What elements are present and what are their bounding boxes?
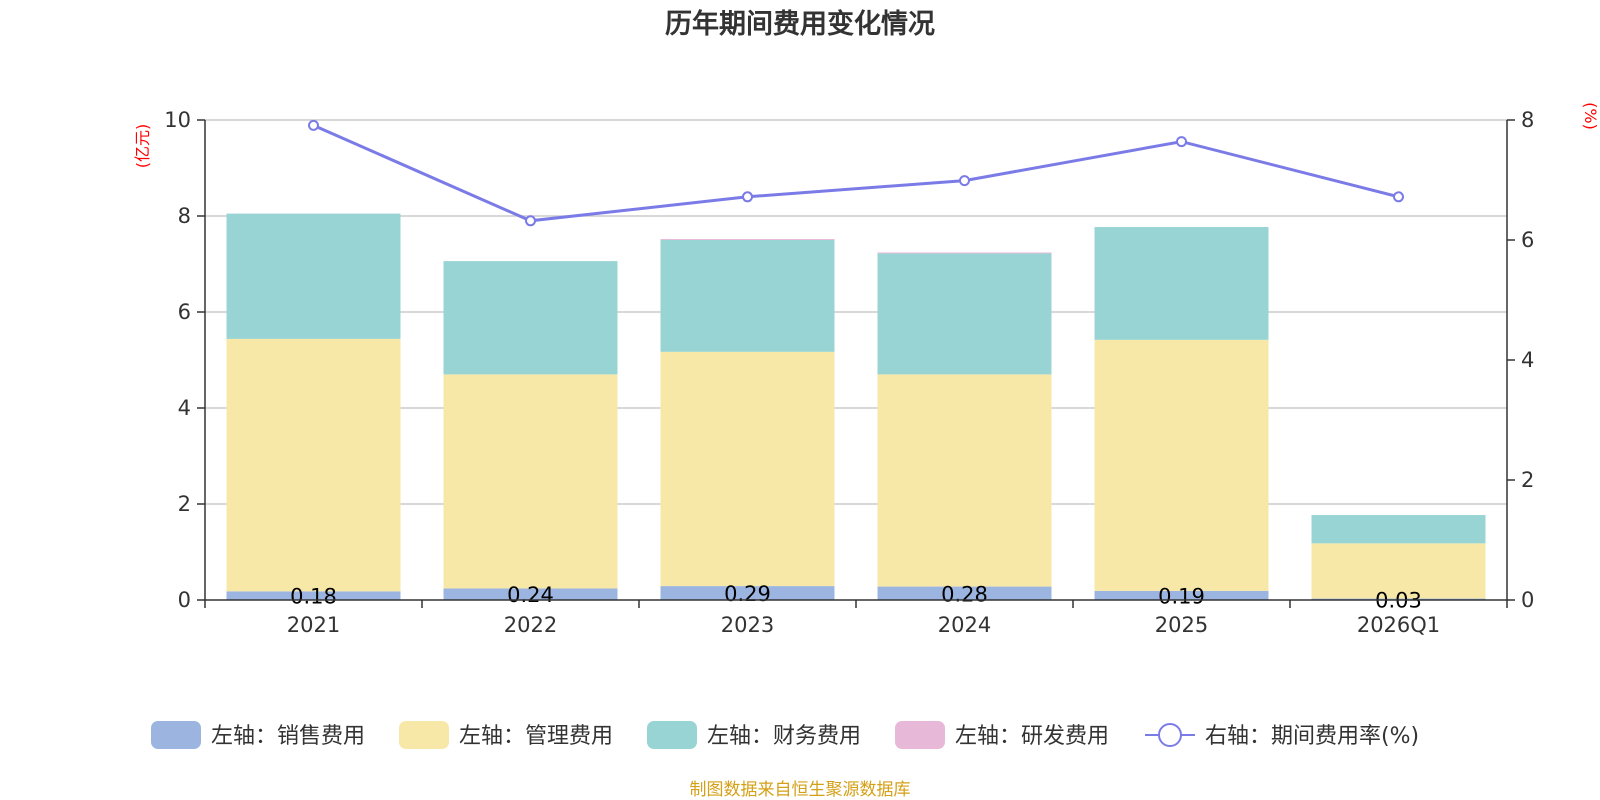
axes: 0 2 4 6 8 10 0 2 4 6 8 2021 2022 2023 2024 2025 2026Q1 [164, 108, 1534, 637]
line-layer [308, 119, 1404, 227]
left-tick-label: 10 [164, 108, 191, 132]
right-tick-label: 0 [1521, 588, 1534, 612]
legend: 左轴：销售费用 左轴：管理费用 左轴：财务费用 左轴：研发费用 右轴：期间费用率(%) [151, 721, 1419, 749]
bar-segment [660, 240, 835, 352]
x-tick-label: 2022 [504, 613, 557, 637]
legend-swatch [399, 721, 449, 749]
bar-segment [877, 252, 1052, 254]
legend-label: 左轴：财务费用 [707, 724, 861, 749]
legend-label: 左轴：研发费用 [955, 724, 1109, 749]
bar-segment [443, 588, 618, 600]
bar-segment [877, 253, 1052, 375]
bar-segment [877, 374, 1052, 587]
left-tick-label: 2 [178, 492, 191, 516]
bar-segment [226, 213, 401, 339]
expense-rate-point [525, 215, 536, 227]
bar-segment [443, 261, 618, 375]
right-tick-label: 2 [1521, 468, 1534, 492]
x-tick-label: 2025 [1155, 613, 1208, 637]
bar-segment [877, 586, 1052, 600]
bar-segment [660, 239, 835, 240]
legend-marker [1158, 723, 1182, 747]
gridlines [205, 119, 1507, 505]
bar-segment [1094, 227, 1269, 340]
bar-segment [1094, 590, 1269, 600]
data-label: 0.18 [290, 585, 337, 609]
data-label: 0.29 [724, 582, 771, 606]
right-tick-label: 6 [1521, 228, 1534, 252]
legend-label: 左轴：销售费用 [211, 724, 365, 749]
x-tick-label: 2026Q1 [1357, 613, 1440, 637]
bar-segment [226, 338, 401, 592]
x-tick-label: 2023 [721, 613, 774, 637]
x-tick-label: 2021 [287, 613, 340, 637]
left-tick-label: 4 [178, 396, 191, 420]
left-tick-label: 8 [178, 204, 191, 228]
data-label: 0.24 [507, 583, 554, 607]
right-tick-label: 4 [1521, 348, 1534, 372]
bar-layer [226, 213, 1486, 600]
bar-segment [443, 374, 618, 589]
data-label: 0.28 [941, 582, 988, 606]
bar-segment [226, 591, 401, 600]
x-tick-label: 2024 [938, 613, 991, 637]
expense-rate-point [959, 175, 970, 187]
legend-swatch [895, 721, 945, 749]
bar-segment [1094, 339, 1269, 591]
right-axis-unit: (%) [1581, 102, 1600, 130]
bar-segment [660, 351, 835, 587]
left-tick-label: 6 [178, 300, 191, 324]
legend-label: 左轴：管理费用 [459, 724, 613, 749]
chart-title: 历年期间费用变化情况 [665, 8, 935, 40]
expense-rate-point [1393, 191, 1404, 203]
data-label: 0.19 [1158, 584, 1205, 608]
left-tick-label: 0 [178, 588, 191, 612]
expense-rate-point [742, 191, 753, 203]
bar-segment [660, 586, 835, 600]
legend-label: 右轴：期间费用率(%) [1205, 724, 1419, 749]
expense-rate-point [1176, 136, 1187, 148]
legend-swatch [151, 721, 201, 749]
expense-rate-line [312, 124, 1399, 223]
right-tick-label: 8 [1521, 108, 1534, 132]
bar-segment [1311, 515, 1486, 544]
bar-segment [1311, 543, 1486, 599]
expense-rate-point [308, 119, 319, 131]
source-note: 制图数据来自恒生聚源数据库 [690, 780, 911, 800]
left-axis-unit: (亿元) [133, 124, 152, 169]
legend-swatch [647, 721, 697, 749]
